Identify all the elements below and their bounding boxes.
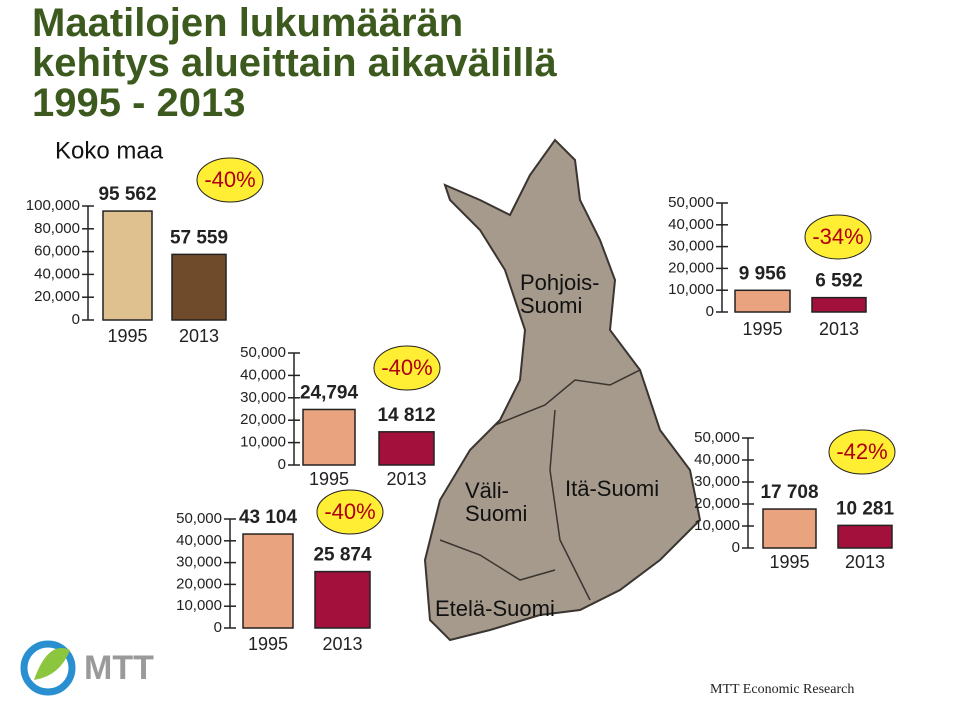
change-label: -42% xyxy=(836,439,887,464)
bar-chart: 0 10,000 20,000 30,000 40,000 50,000 17 708 199… xyxy=(694,429,896,572)
change-badge xyxy=(828,429,896,475)
y-tick-label: 50,000 xyxy=(176,510,222,527)
y-tick-label: 10,000 xyxy=(176,597,222,614)
bar xyxy=(734,289,791,313)
y-tick-label: 20,000 xyxy=(240,411,286,428)
y-tick-label: 20,000 xyxy=(176,575,222,592)
bar xyxy=(762,508,817,549)
y-tick-label: 50,000 xyxy=(668,194,714,211)
change-badge xyxy=(804,214,872,260)
y-tick-label: 0 xyxy=(72,311,80,328)
logo-text: MTT xyxy=(84,649,154,687)
map xyxy=(423,138,702,642)
bar xyxy=(314,570,371,629)
x-tick-label: 1995 xyxy=(107,326,147,346)
x-tick-label: 1995 xyxy=(248,634,288,654)
change-badge xyxy=(373,345,441,391)
region-label: Itä-Suomi xyxy=(565,476,659,501)
bar-chart: 0 20,000 40,000 60,000 80,000 100,000 95 562 19… xyxy=(26,137,264,346)
bar xyxy=(837,524,893,549)
y-tick-label: 0 xyxy=(706,303,714,320)
bar-chart: 0 10,000 20,000 30,000 40,000 50,000 9 956 1995… xyxy=(668,194,872,339)
region-border xyxy=(494,369,641,426)
value-label: 10 281 xyxy=(836,498,895,519)
y-tick-label: 10,000 xyxy=(240,434,286,451)
bar-chart: 0 10,000 20,000 30,000 40,000 50,000 24,794 199… xyxy=(240,344,441,489)
region-label: Etelä-Suomi xyxy=(435,596,555,621)
x-tick-label: 2013 xyxy=(845,552,885,572)
title-line: Maatilojen lukumäärän xyxy=(32,1,463,45)
title-line: kehitys alueittain aikavälillä xyxy=(32,41,557,85)
y-tick-label: 10,000 xyxy=(668,281,714,298)
y-tick-label: 40,000 xyxy=(240,366,286,383)
x-tick-label: 2013 xyxy=(179,326,219,346)
region-border xyxy=(439,539,556,581)
region-border xyxy=(549,409,591,601)
y-tick-label: 30,000 xyxy=(176,554,222,571)
x-tick-label: 1995 xyxy=(742,319,782,339)
x-tick-label: 1995 xyxy=(769,552,809,572)
change-badge xyxy=(196,157,264,203)
footer: MTT Economic Research xyxy=(710,682,854,697)
region-label: Suomi xyxy=(520,293,582,318)
x-tick-label: 1995 xyxy=(309,469,349,489)
bar xyxy=(811,296,867,313)
x-tick-label: 2013 xyxy=(386,469,426,489)
y-tick-label: 30,000 xyxy=(694,473,740,490)
bar-chart: 0 10,000 20,000 30,000 40,000 50,000 43 104 199… xyxy=(176,489,384,654)
y-tick-label: 80,000 xyxy=(34,220,80,237)
y-tick-label: 0 xyxy=(278,456,286,473)
change-label: -34% xyxy=(812,224,863,249)
region-label: Väli- xyxy=(465,478,509,503)
region-label: Suomi xyxy=(465,501,527,526)
region-label: Pohjois- xyxy=(520,270,599,295)
y-tick-label: 0 xyxy=(214,619,222,636)
y-tick-label: 20,000 xyxy=(694,495,740,512)
bar xyxy=(242,533,294,629)
value-label: 95 562 xyxy=(98,184,156,205)
change-label: -40% xyxy=(381,355,432,380)
y-tick-label: 0 xyxy=(732,539,740,556)
change-label: -40% xyxy=(204,167,255,192)
value-label: 14 812 xyxy=(377,405,435,426)
value-label: 6 592 xyxy=(815,271,863,292)
y-tick-label: 60,000 xyxy=(34,243,80,260)
value-label: 43 104 xyxy=(239,507,298,528)
value-label: 25 874 xyxy=(313,545,372,566)
x-tick-label: 2013 xyxy=(322,634,362,654)
value-label: 57 559 xyxy=(170,227,228,248)
bar xyxy=(102,210,153,321)
x-tick-label: 2013 xyxy=(819,319,859,339)
logo: MTT xyxy=(20,640,154,696)
chart-title: Koko maa xyxy=(55,137,164,164)
change-badge xyxy=(316,489,384,535)
y-tick-label: 50,000 xyxy=(240,344,286,361)
value-label: 9 956 xyxy=(739,263,787,284)
y-tick-label: 40,000 xyxy=(694,451,740,468)
y-tick-label: 20,000 xyxy=(34,288,80,305)
y-tick-label: 20,000 xyxy=(668,259,714,276)
y-tick-label: 10,000 xyxy=(694,517,740,534)
value-label: 24,794 xyxy=(300,382,359,403)
y-tick-label: 40,000 xyxy=(668,216,714,233)
title-line: 1995 - 2013 xyxy=(32,81,246,125)
logo-ring xyxy=(20,640,76,696)
bar xyxy=(171,253,227,321)
y-tick-label: 30,000 xyxy=(668,238,714,255)
y-tick-label: 40,000 xyxy=(34,265,80,282)
y-tick-label: 50,000 xyxy=(694,429,740,446)
y-tick-label: 30,000 xyxy=(240,389,286,406)
y-tick-label: 40,000 xyxy=(176,532,222,549)
bar xyxy=(378,431,435,466)
y-tick-label: 100,000 xyxy=(26,197,80,214)
bar xyxy=(302,408,356,466)
logo-leaf xyxy=(34,648,70,680)
value-label: 17 708 xyxy=(760,482,818,503)
change-label: -40% xyxy=(324,499,375,524)
